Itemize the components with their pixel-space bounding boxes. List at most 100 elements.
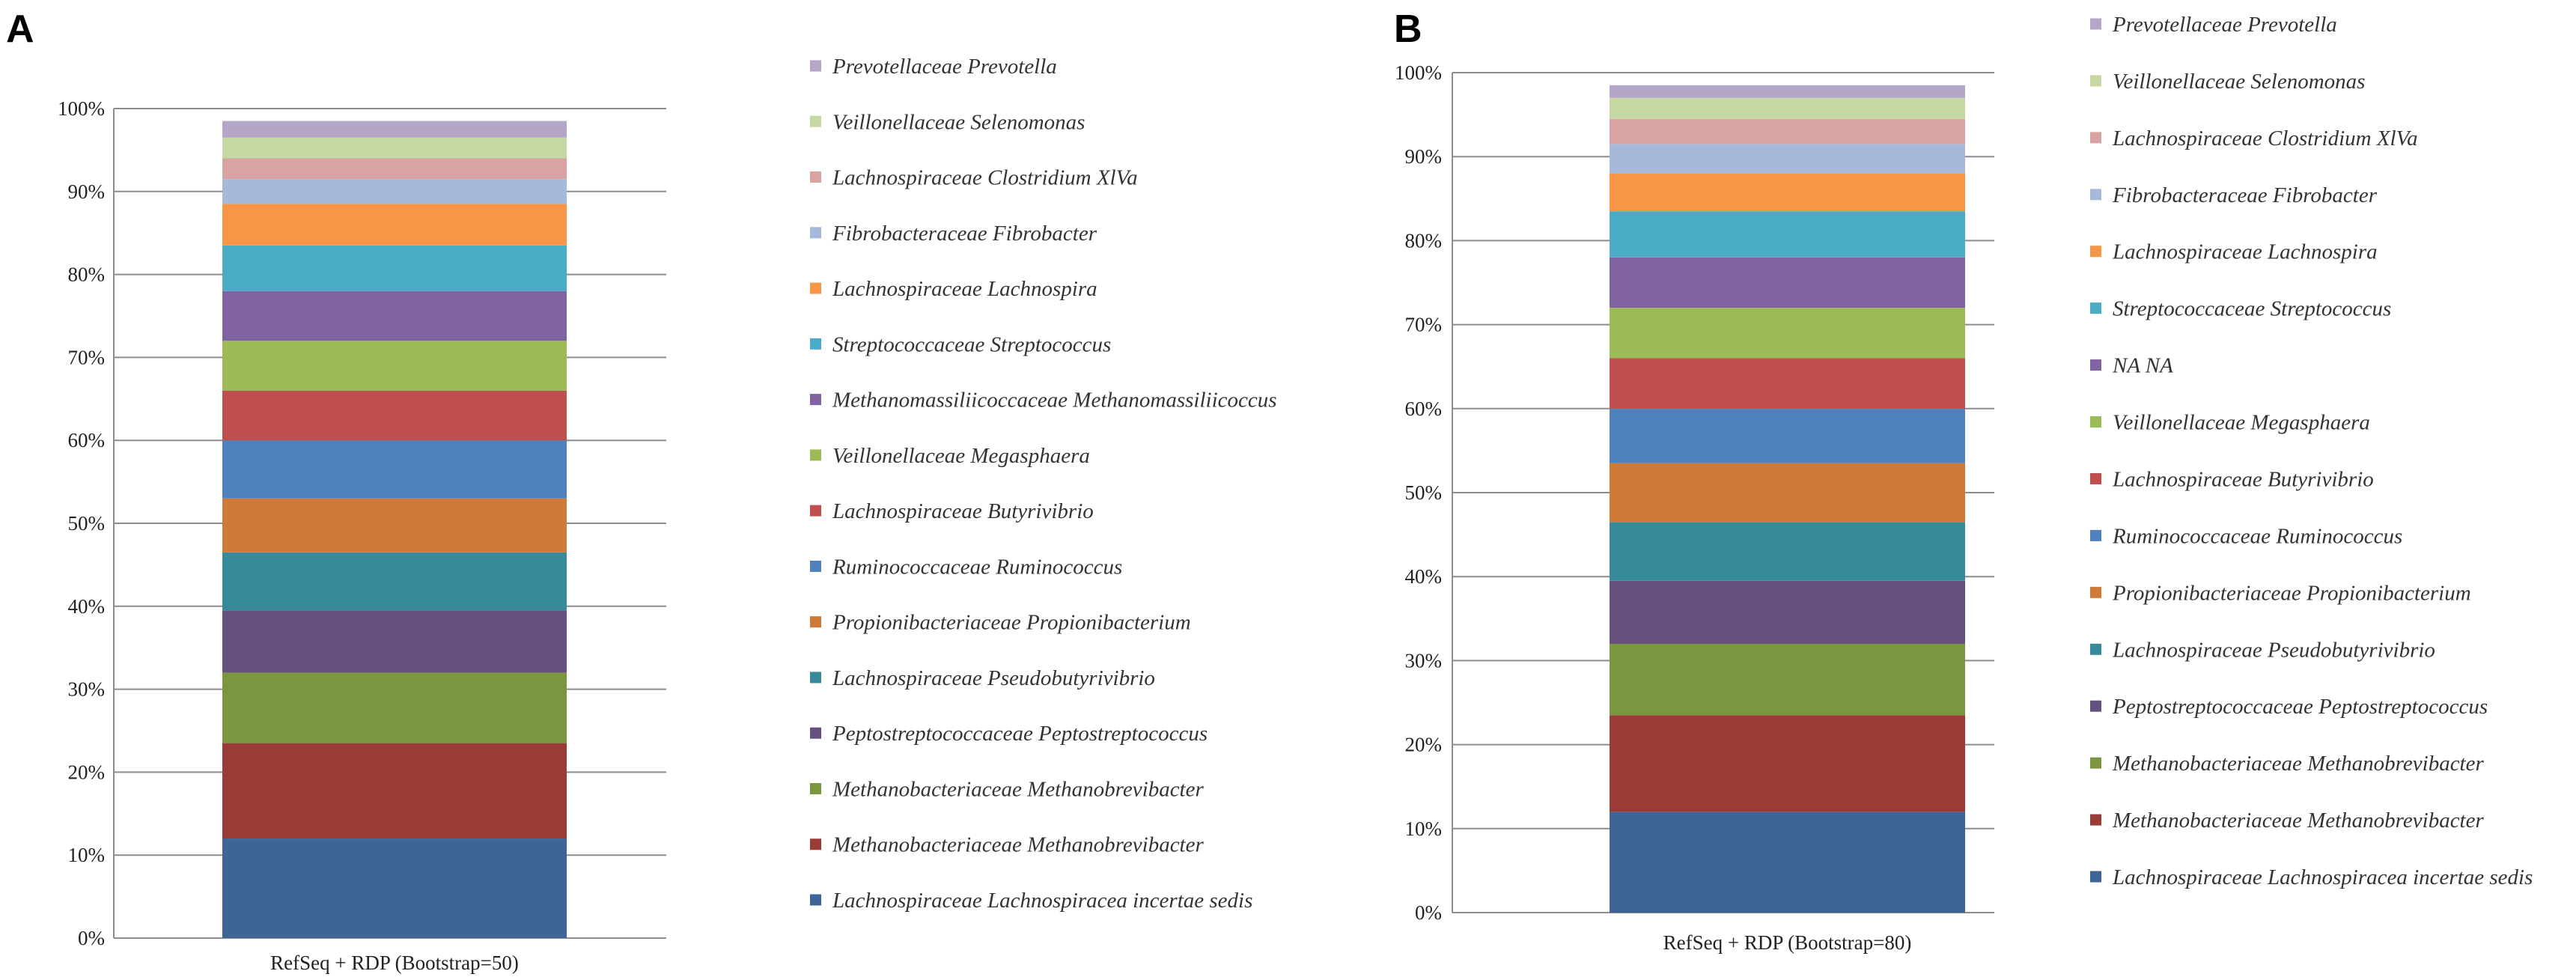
legend-label: Methanobacteriaceae Methanobrevibacter xyxy=(832,777,1204,801)
legend-label: Ruminococcaceae Ruminococcus xyxy=(832,555,1122,579)
bar-segment-9 xyxy=(1610,257,1965,308)
legend-label: NA NA xyxy=(2112,354,2173,378)
bar-segment-14 xyxy=(1610,97,1965,119)
legend-label: Veillonellaceae Selenomonas xyxy=(2113,70,2365,94)
legend-swatch xyxy=(810,227,821,239)
legend-swatch xyxy=(810,505,821,517)
legend-label: Methanobacteriaceae Methanobrevibacter xyxy=(832,833,1204,857)
bar-segment-10 xyxy=(222,245,567,291)
y-tick-label: 60% xyxy=(68,429,106,451)
legend-swatch xyxy=(810,449,821,461)
legend-swatch xyxy=(810,894,821,906)
legend-label: Lachnospiraceae Lachnospiracea incertae … xyxy=(2112,865,2533,889)
y-tick-label: 10% xyxy=(1405,818,1443,840)
bar-segment-2 xyxy=(222,672,567,743)
legend-swatch xyxy=(2090,302,2101,314)
bar-segment-4 xyxy=(222,552,567,611)
legend-label: Peptostreptococcaceae Peptostreptococcus xyxy=(2112,695,2488,719)
y-tick-label: 20% xyxy=(68,761,106,783)
bar-segment-0 xyxy=(1610,812,1965,913)
legend-label: Lachnospiraceae Lachnospiracea incertae … xyxy=(832,889,1252,913)
legend-label: Prevotellaceae Prevotella xyxy=(832,55,1057,79)
y-tick-label: 90% xyxy=(1405,145,1443,168)
legend-label: Methanobacteriaceae Methanobrevibacter xyxy=(2112,752,2484,776)
bar-segment-0 xyxy=(222,838,567,938)
legend-label: Streptococcaceae Streptococcus xyxy=(2113,297,2391,321)
y-tick-label: 30% xyxy=(68,678,106,701)
bar-segment-2 xyxy=(1610,643,1965,716)
legend-swatch xyxy=(2090,189,2101,201)
legend-swatch xyxy=(810,672,821,684)
bar-segment-5 xyxy=(222,498,567,553)
legend-label: Lachnospiraceae Clostridium XlVa xyxy=(2112,127,2418,150)
bar-segment-12 xyxy=(222,179,567,204)
y-tick-label: 50% xyxy=(68,512,106,535)
legend-label: Ruminococcaceae Ruminococcus xyxy=(2112,524,2402,548)
bar-segment-13 xyxy=(222,158,567,180)
legend-swatch xyxy=(810,727,821,739)
legend-swatch xyxy=(2090,529,2101,541)
bar-segment-9 xyxy=(222,290,567,341)
legend-swatch xyxy=(810,560,821,572)
legend-swatch xyxy=(2090,472,2101,484)
legend-swatch xyxy=(810,282,821,294)
bar-segment-8 xyxy=(222,341,567,391)
bar-segment-14 xyxy=(222,137,567,159)
bar-segment-1 xyxy=(1610,715,1965,812)
legend-swatch xyxy=(2090,359,2101,371)
legend-label: Fibrobacteraceae Fibrobacter xyxy=(2112,183,2378,207)
legend-swatch xyxy=(810,115,821,127)
legend-swatch xyxy=(810,171,821,183)
y-tick-label: 50% xyxy=(1405,481,1443,504)
bar-segment-8 xyxy=(1610,308,1965,359)
legend-swatch xyxy=(2090,757,2101,769)
panel-a-letter: A xyxy=(6,7,34,51)
legend-label: Streptococcaceae Streptococcus xyxy=(832,332,1111,356)
bar-segment-7 xyxy=(222,390,567,441)
y-tick-label: 80% xyxy=(1405,229,1443,252)
panel-b-letter: B xyxy=(1394,7,1422,51)
legend-label: Lachnospiraceae Lachnospira xyxy=(832,277,1097,301)
y-tick-label: 0% xyxy=(1415,901,1442,924)
legend-swatch xyxy=(810,338,821,350)
legend-label: Propionibacteriaceae Propionibacterium xyxy=(832,611,1191,635)
legend-label: Prevotellaceae Prevotella xyxy=(2112,13,2337,37)
legend-swatch xyxy=(2090,132,2101,144)
legend-label: Methanobacteriaceae Methanobrevibacter xyxy=(2112,809,2484,833)
x-category-label: RefSeq + RDP (Bootstrap=50) xyxy=(270,952,519,974)
bar-segment-12 xyxy=(1610,144,1965,174)
legend-swatch xyxy=(2090,246,2101,258)
y-tick-label: 60% xyxy=(1405,398,1443,420)
bar-segment-5 xyxy=(1610,463,1965,523)
y-tick-label: 0% xyxy=(78,927,105,949)
legend-label: Propionibacteriaceae Propionibacterium xyxy=(2112,581,2471,605)
legend-label: Lachnospiraceae Lachnospira xyxy=(2112,240,2378,264)
bar-segment-13 xyxy=(1610,118,1965,144)
legend-label: Lachnospiraceae Pseudobutyrivibrio xyxy=(832,666,1155,690)
y-tick-label: 10% xyxy=(68,844,106,866)
legend-label: Veillonellaceae Megasphaera xyxy=(832,444,1090,468)
bar-segment-11 xyxy=(1610,173,1965,212)
legend-swatch xyxy=(2090,814,2101,826)
legend-swatch xyxy=(2090,18,2101,30)
panel-a: A 0% 10% 20% 30% 40% 50% 60% 70% 80% 90% 100% RefSe… xyxy=(6,7,1277,974)
bar-segment-7 xyxy=(1610,358,1965,409)
y-tick-label: 40% xyxy=(1405,565,1443,588)
bar-segment-15 xyxy=(1610,85,1965,98)
x-category-label: RefSeq + RDP (Bootstrap=80) xyxy=(1663,931,1912,954)
legend-label: Lachnospiraceae Butyrivibrio xyxy=(2112,467,2374,491)
bar-segment-3 xyxy=(222,610,567,673)
legend-swatch xyxy=(2090,643,2101,655)
y-tick-label: 90% xyxy=(68,180,106,203)
bar-segment-11 xyxy=(222,204,567,246)
legend-swatch xyxy=(2090,75,2101,87)
legend-label: Lachnospiraceae Butyrivibrio xyxy=(832,499,1094,523)
legend-swatch xyxy=(810,782,821,794)
y-tick-label: 70% xyxy=(1405,314,1443,336)
y-tick-label: 20% xyxy=(1405,734,1443,756)
legend-label: Fibrobacteraceae Fibrobacter xyxy=(832,222,1097,246)
legend-swatch xyxy=(810,838,821,850)
bar-segment-3 xyxy=(1610,580,1965,644)
panel-b: B 0% 10% 20% 30% 40% 50% 60% 70% 80% 90% 100% RefSe… xyxy=(1394,7,2533,954)
